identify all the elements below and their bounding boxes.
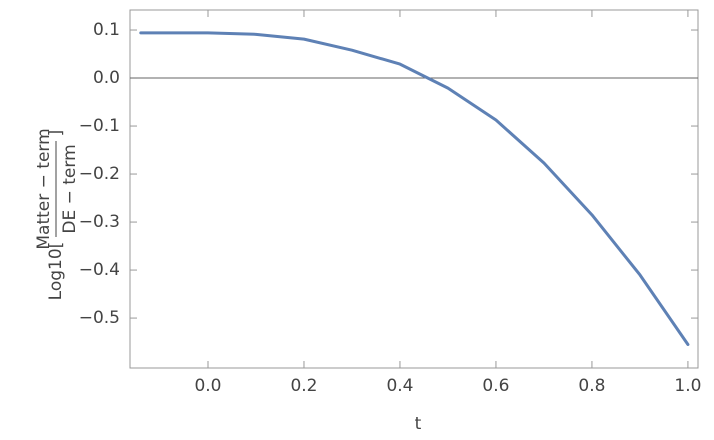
- y-label-denominator: DE − term: [60, 144, 80, 233]
- x-tick-label: 0.2: [290, 376, 317, 396]
- x-tick-label: 0.8: [578, 376, 605, 396]
- y-label-suffix: ]: [46, 130, 66, 137]
- y-tick-label: −0.3: [79, 212, 120, 232]
- plot-frame: [129, 9, 699, 369]
- data-line: [139, 31, 690, 346]
- x-tick-label: 0.4: [386, 376, 413, 396]
- x-axis-label: t: [415, 414, 422, 434]
- y-tick-label: −0.5: [79, 308, 120, 328]
- y-tick-label: −0.1: [79, 116, 120, 136]
- x-tick-label: 0.0: [194, 376, 221, 396]
- y-tick-label: 0.0: [93, 68, 120, 88]
- y-axis-label: Log10[ Matter − term DE − term ]: [34, 128, 80, 300]
- y-tick-label: −0.4: [79, 260, 120, 280]
- y-tick-label: −0.2: [79, 164, 120, 184]
- y-tick-label: 0.1: [93, 20, 120, 40]
- y-label-numerator: Matter − term: [34, 128, 54, 249]
- y-label-prefix: Log10[: [46, 242, 66, 301]
- x-tick-label: 1.0: [674, 376, 701, 396]
- x-tick-label: 0.6: [482, 376, 509, 396]
